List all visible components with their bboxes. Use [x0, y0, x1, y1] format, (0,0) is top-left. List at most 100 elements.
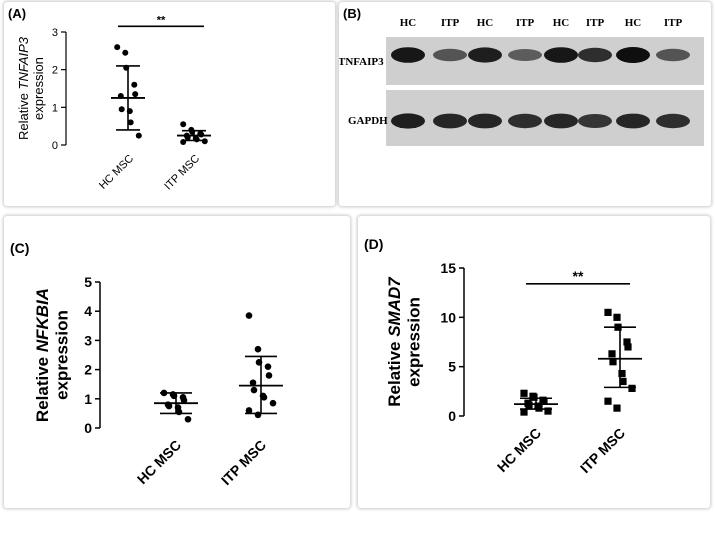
y-tick-label: 10	[440, 309, 456, 325]
blot-band	[508, 49, 542, 61]
data-point	[269, 399, 277, 407]
data-point	[114, 44, 121, 51]
data-point	[525, 401, 533, 409]
blot-band	[391, 47, 425, 63]
chart-tnfaip3: 0 1 2 3 Relative TNFAIP3 expression HC MSC ITP …	[16, 14, 211, 193]
data-point	[250, 386, 258, 394]
y-tick-label: 2	[52, 65, 58, 77]
blot-band	[468, 47, 502, 63]
data-point	[245, 312, 253, 319]
data-point	[132, 91, 139, 98]
y-axis-label-prefix: Relative	[33, 352, 52, 422]
data-point	[544, 407, 552, 415]
blot-band	[391, 113, 425, 129]
blot-band	[433, 113, 467, 129]
data-point	[126, 108, 133, 115]
lane-label: ITP	[516, 17, 535, 29]
data-point	[245, 407, 253, 414]
data-point	[619, 377, 627, 386]
western-blot: HC ITP HC ITP HC ITP HC ITP TNFAIP3 GAPDH	[338, 17, 704, 146]
panel-label-a: (A)	[8, 6, 27, 21]
x-category-label: HC MSC	[494, 425, 544, 475]
chart-nfkbia: 0 1 2 3 4 5 Relative NFKBIA expression HC MSC ITP…	[33, 274, 283, 488]
y-axis-label-prefix: Relative	[16, 89, 31, 140]
data-point	[604, 308, 612, 316]
data-point	[254, 345, 262, 353]
data-point	[608, 350, 616, 358]
y-axis-label-gene: TNFAIP3	[16, 36, 31, 89]
y-tick-label: 3	[84, 332, 92, 348]
data-point	[520, 389, 528, 397]
blot-band	[544, 47, 578, 63]
lane-label: ITP	[664, 17, 683, 29]
y-axis-label: Relative TNFAIP3	[16, 36, 31, 140]
blot-band	[578, 47, 612, 63]
y-tick-label: 3	[52, 27, 58, 39]
x-category-label: ITP MSC	[218, 437, 269, 488]
data-point	[160, 389, 168, 397]
y-tick-label: 5	[84, 274, 92, 290]
data-point	[122, 49, 129, 56]
y-axis-label-line2: expression	[31, 57, 46, 120]
data-point	[628, 384, 636, 392]
y-tick-label: 1	[84, 391, 92, 407]
blot-row-label: TNFAIP3	[339, 56, 384, 68]
data-point	[123, 64, 130, 71]
y-axis-label: Relative SMAD7	[385, 276, 404, 407]
data-point	[117, 93, 124, 100]
y-tick-label: 4	[84, 303, 92, 319]
data-point	[131, 81, 138, 88]
data-point	[170, 392, 178, 400]
data-point	[255, 359, 263, 366]
panel-a: (A) 0 1 2 3 Relative TNFAIP3 expression HC MSC…	[4, 2, 335, 206]
data-point	[624, 343, 632, 351]
data-point	[198, 131, 205, 138]
panel-b: (B) HC ITP HC ITP HC ITP HC ITP TNFAIP3 GAPDH	[338, 2, 711, 206]
data-point	[613, 313, 621, 321]
lane-label: HC	[625, 17, 642, 29]
x-category-label: HC MSC	[97, 153, 136, 192]
panel-c: (C) 0 1 2 3 4 5 Relative NFKBIA expression HC MS…	[4, 216, 350, 508]
data-point	[535, 404, 543, 412]
data-point	[530, 393, 538, 401]
x-category-label: ITP MSC	[162, 153, 202, 193]
data-point	[180, 396, 188, 404]
blot-row-label: GAPDH	[348, 115, 388, 127]
lane-label: HC	[553, 17, 570, 29]
y-axis-label-line2: expression	[53, 310, 72, 400]
lane-label: ITP	[586, 17, 605, 29]
y-axis-label: Relative NFKBIA	[33, 288, 52, 422]
data-point	[604, 397, 612, 405]
blot-band	[656, 48, 690, 62]
data-point	[175, 408, 183, 416]
lane-label: HC	[477, 17, 494, 29]
y-tick-label: 5	[448, 359, 456, 375]
data-point	[201, 138, 208, 145]
y-tick-label: 2	[84, 362, 92, 378]
data-point	[623, 338, 631, 346]
data-point	[193, 136, 200, 143]
data-point	[520, 408, 528, 416]
y-axis-label-line2: expression	[405, 297, 424, 387]
y-axis-label-gene: NFKBIA	[33, 288, 52, 352]
data-point	[135, 132, 142, 139]
blot-band	[508, 113, 542, 129]
panel-label-c: (C)	[10, 240, 30, 256]
y-tick-label: 0	[84, 420, 92, 436]
blot-band	[433, 48, 467, 62]
y-tick-label: 1	[52, 102, 58, 114]
blot-strip	[386, 90, 704, 146]
data-point	[180, 121, 187, 128]
chart-smad7: 0 5 10 15 Relative SMAD7 expression HC MSC ITP …	[385, 260, 642, 476]
data-point	[184, 415, 192, 423]
significance-label: **	[573, 268, 584, 284]
data-point	[540, 397, 548, 405]
y-tick-label: 0	[448, 408, 456, 424]
blot-band	[616, 47, 650, 63]
y-axis-label-prefix: Relative	[385, 337, 404, 407]
blot-strip	[386, 37, 704, 85]
panel-d: (D) 0 5 10 15 Relative SMAD7 expression HC MSC…	[358, 216, 710, 508]
blot-band	[544, 113, 578, 129]
x-category-label: ITP MSC	[577, 425, 628, 476]
y-tick-label: 15	[440, 260, 456, 276]
